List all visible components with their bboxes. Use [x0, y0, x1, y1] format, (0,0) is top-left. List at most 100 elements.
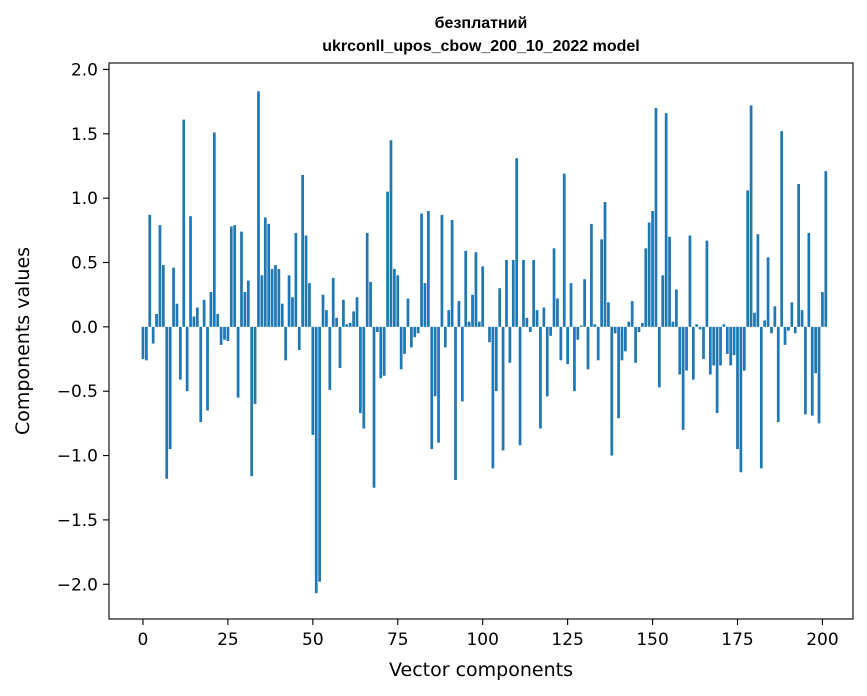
bar-102: [488, 326, 491, 343]
bar-192: [793, 326, 797, 334]
bar-3: [151, 326, 155, 344]
bar-99: [477, 321, 481, 327]
bar-118: [542, 307, 546, 327]
bar-195: [804, 326, 807, 415]
bar-92: [454, 326, 457, 480]
bar-135: [600, 239, 603, 327]
bar-84: [426, 211, 430, 327]
bar-109: [511, 259, 515, 327]
y-tick-label: 0.0: [71, 318, 98, 338]
bar-98: [474, 252, 478, 327]
bar-103: [491, 326, 495, 469]
y-tick-label: −1.0: [57, 447, 98, 467]
bar-187: [776, 326, 780, 423]
bar-115: [532, 259, 536, 327]
x-tick-label: 50: [302, 630, 324, 650]
plot-frame: [108, 62, 854, 620]
bar-153: [661, 275, 665, 327]
bar-166: [705, 240, 709, 327]
bar-148: [644, 248, 648, 327]
x-tick-label: 0: [138, 630, 149, 650]
bar-124: [562, 173, 566, 327]
bar-113: [525, 317, 529, 327]
bar-7: [165, 326, 169, 479]
bar-122: [556, 298, 559, 327]
bar-97: [471, 294, 474, 327]
bar-188: [780, 131, 784, 327]
bar-193: [797, 183, 800, 327]
bar-134: [596, 326, 600, 361]
bar-61: [348, 322, 352, 327]
bar-180: [753, 312, 756, 327]
y-axis: −2.0 −1.5 −1.0 −0.5 0.0 0.5 1.0 1.5 2.0: [57, 60, 109, 595]
x-tick-label: 25: [217, 630, 239, 650]
bar-183: [763, 320, 767, 327]
bar-73: [389, 140, 393, 327]
bar-191: [790, 302, 794, 327]
bar-200: [821, 292, 824, 327]
bar-4: [155, 313, 158, 327]
bar-164: [698, 326, 702, 330]
bar-126: [569, 283, 573, 327]
bar-15: [192, 316, 196, 327]
bar-79: [410, 326, 413, 348]
bar-14: [189, 216, 192, 327]
chart-title-line2: ukrconll_upos_cbow_200_10_2022 model: [322, 38, 639, 55]
bar-172: [725, 326, 729, 354]
bar-32: [250, 326, 254, 477]
bar-96: [467, 321, 471, 327]
bar-163: [695, 324, 699, 327]
bar-25: [226, 326, 230, 341]
bar-93: [457, 301, 461, 327]
bar-91: [450, 220, 454, 327]
bar-108: [508, 326, 512, 363]
bar-17: [199, 326, 203, 423]
bar-157: [674, 289, 678, 327]
bar-201: [824, 171, 828, 327]
bar-114: [528, 326, 532, 332]
bar-168: [712, 326, 716, 366]
bar-149: [647, 222, 651, 327]
bar-58: [338, 326, 342, 369]
bar-55: [328, 326, 332, 390]
bar-128: [576, 326, 580, 340]
y-tick-label: 1.0: [71, 189, 98, 209]
bar-22: [216, 313, 220, 327]
bar-50: [311, 326, 315, 435]
bar-45: [294, 232, 298, 327]
bar-59: [342, 299, 345, 327]
x-tick-label: 150: [636, 630, 668, 650]
bar-48: [304, 235, 308, 327]
y-tick-label: −2.0: [57, 575, 98, 595]
bar-65: [362, 326, 366, 429]
bar-151: [654, 108, 658, 327]
bar-62: [352, 311, 355, 327]
bar-90: [447, 310, 451, 327]
bar-16: [195, 307, 199, 327]
bar-51: [314, 326, 318, 594]
bar-12: [182, 119, 186, 327]
bar-155: [668, 236, 671, 327]
bar-181: [756, 234, 760, 327]
bar-54: [325, 310, 328, 327]
bar-76: [399, 326, 403, 370]
bar-89: [443, 326, 447, 348]
bar-85: [430, 326, 434, 450]
y-tick-label: −1.5: [57, 511, 98, 531]
bar-145: [634, 326, 637, 363]
bar-127: [573, 326, 576, 392]
bar-121: [552, 248, 556, 327]
bar-2: [148, 214, 152, 327]
bar-184: [766, 257, 770, 327]
bar-119: [545, 326, 549, 397]
bar-68: [372, 326, 376, 488]
bar-49: [308, 283, 311, 327]
bar-152: [658, 326, 661, 388]
bar-156: [671, 321, 675, 327]
bar-24: [223, 326, 226, 340]
bar-150: [651, 211, 654, 327]
bar-77: [403, 326, 406, 354]
bar-161: [688, 235, 692, 327]
bar-170: [719, 326, 722, 366]
bar-95: [464, 250, 468, 327]
